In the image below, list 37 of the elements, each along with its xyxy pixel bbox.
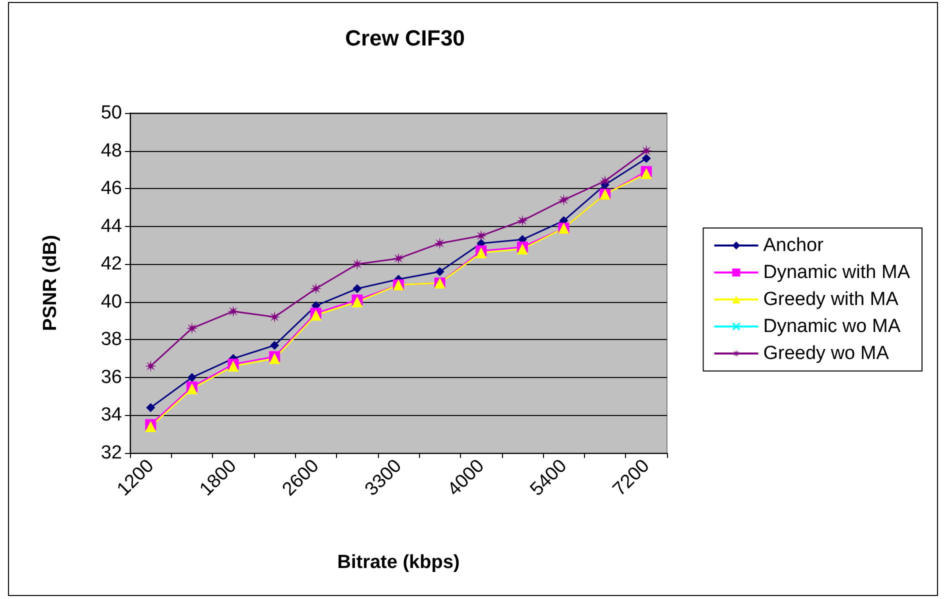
chart-title: Crew CIF30 — [345, 26, 465, 50]
point — [558, 194, 570, 206]
legend-label: Dynamic with MA — [763, 262, 910, 283]
x-axis-title: Bitrate (kbps) — [337, 552, 460, 573]
point — [186, 322, 198, 334]
point — [351, 258, 364, 270]
point — [270, 340, 280, 350]
legend-label: Dynamic wo MA — [763, 316, 901, 337]
point — [352, 284, 362, 294]
point — [187, 372, 196, 382]
y-tick-label: 40 — [100, 291, 122, 312]
legend-label: Anchor — [763, 235, 824, 256]
y-tick-label: 34 — [100, 404, 122, 426]
y-tick-label: 46 — [100, 178, 122, 200]
point — [640, 144, 652, 157]
point — [435, 267, 444, 276]
point — [144, 360, 157, 372]
point — [227, 305, 240, 318]
point — [146, 403, 156, 412]
point — [392, 252, 404, 264]
point — [599, 175, 612, 187]
y-tick-label: 50 — [100, 102, 122, 124]
y-tick-label: 38 — [100, 329, 122, 350]
point — [642, 154, 651, 163]
y-tick-label: 48 — [100, 140, 122, 162]
point — [434, 237, 446, 250]
y-tick-label: 32 — [100, 442, 122, 464]
legend-label: Greedy wo MA — [763, 343, 890, 364]
point — [310, 282, 322, 295]
y-tick-label: 42 — [100, 254, 122, 275]
point — [516, 214, 528, 227]
y-tick-label: 36 — [100, 366, 122, 388]
y-tick-label: 44 — [100, 216, 122, 237]
point — [268, 311, 281, 323]
y-axis-title: PSNR (dB) — [40, 234, 61, 332]
legend-label: Greedy with MA — [763, 289, 899, 310]
point — [475, 230, 488, 242]
